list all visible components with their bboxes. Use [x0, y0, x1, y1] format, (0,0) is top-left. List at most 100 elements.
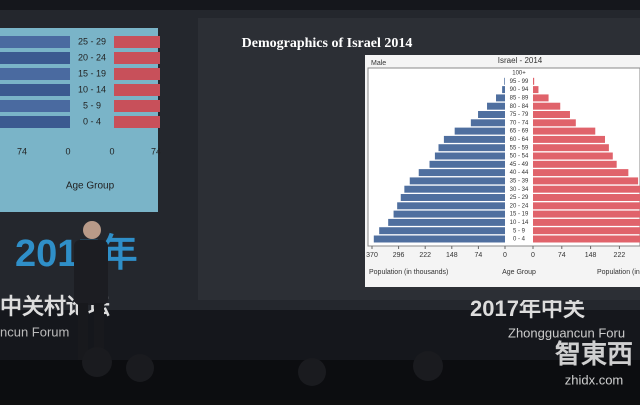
x-axis-label: Population (in thousands)	[597, 269, 640, 276]
center-label: Age Group	[502, 269, 536, 276]
bar-female	[533, 77, 535, 85]
bar-male	[373, 235, 505, 243]
age-label: 50 - 54	[510, 154, 529, 160]
bar-male	[496, 94, 505, 102]
bar-male	[429, 160, 505, 168]
tick-label: 74	[151, 146, 161, 156]
age-label: 70 - 74	[510, 120, 529, 126]
tick-label: 74	[17, 146, 27, 156]
age-label: 55 - 59	[510, 145, 529, 151]
x-tick-label: 148	[585, 252, 597, 259]
bar-female	[533, 227, 640, 235]
bar-female	[533, 102, 561, 110]
x-tick-label: 370	[366, 252, 378, 259]
bar-male	[443, 135, 505, 143]
bar-female	[533, 86, 539, 94]
chart-title: Demographics of Israel 2014	[242, 36, 413, 51]
age-label: 90 - 94	[510, 87, 529, 93]
bar	[0, 68, 70, 80]
age-label: 5 - 9	[513, 228, 526, 234]
bar-male	[438, 144, 505, 152]
bar-male	[434, 152, 505, 160]
bar	[0, 100, 70, 112]
bar-female	[533, 235, 640, 243]
x-tick-label: 74	[558, 252, 566, 259]
bar-female	[533, 111, 570, 118]
bar-male	[397, 202, 505, 210]
bar-male	[388, 218, 505, 226]
bar-female	[533, 127, 596, 135]
age-label: 75 - 79	[510, 112, 529, 118]
left-slide-content: 25 - 29 20 - 24 15 - 19 10 - 14 5 - 9 0 - 4 74…	[0, 36, 161, 192]
x-tick-label: 296	[393, 252, 405, 259]
audience-head	[413, 351, 443, 381]
bar-female	[533, 218, 640, 226]
watermark-url: zhidx.com	[565, 372, 624, 387]
watermark-logo: 智東西	[555, 339, 633, 369]
age-label: 15 - 19	[510, 212, 529, 218]
age-label: 30 - 34	[510, 187, 529, 193]
bar-female	[533, 194, 640, 201]
bar-female	[533, 210, 640, 218]
bar-male	[404, 185, 505, 193]
x-tick-label: 74	[475, 252, 483, 259]
age-label: 10 - 14	[78, 84, 106, 94]
age-label: 25 - 29	[510, 195, 529, 201]
bar-male	[504, 77, 505, 85]
bar-male	[454, 127, 505, 135]
pyramid: 0 - 4 5 - 9 10 - 14 15 - 19 20 - 24 25 - 29 30…	[366, 71, 640, 259]
age-label: 25 - 29	[78, 36, 106, 46]
bar-female	[533, 94, 549, 102]
bar	[114, 68, 160, 80]
age-label: 15 - 19	[78, 68, 106, 78]
age-label: 35 - 39	[510, 178, 529, 184]
bar	[0, 84, 70, 96]
chart-subtitle: Israel - 2014	[498, 56, 543, 65]
audience-head	[298, 358, 326, 386]
bar-female	[533, 135, 605, 143]
bar	[114, 36, 160, 48]
age-label: 60 - 64	[510, 137, 529, 143]
bar-male	[379, 227, 505, 235]
x-axis-label: Population (in thousands)	[369, 269, 448, 276]
bar	[114, 84, 160, 96]
audience-head	[82, 347, 112, 377]
bar-female	[533, 160, 617, 168]
bar	[114, 52, 160, 64]
age-label: 45 - 49	[510, 162, 529, 168]
bar	[0, 116, 70, 128]
bar-male	[470, 119, 505, 127]
bar-female	[533, 119, 576, 127]
age-label: 80 - 84	[510, 104, 529, 110]
bar-male	[418, 169, 505, 177]
age-label: 65 - 69	[510, 129, 529, 135]
bar-female	[533, 202, 640, 210]
age-label: 20 - 24	[510, 203, 529, 209]
axis-label: Age Group	[66, 181, 115, 192]
bar-male	[400, 194, 505, 201]
age-label: 100+	[512, 71, 526, 77]
bar-female	[533, 169, 629, 177]
backdrop-sub: Zhongguancun Foru	[508, 325, 625, 340]
age-label: 5 - 9	[83, 100, 101, 110]
bar	[0, 52, 70, 64]
audience-head	[126, 354, 154, 382]
bar-male	[487, 102, 505, 110]
x-tick-label: 148	[446, 252, 458, 259]
tick-label: 0	[109, 146, 114, 156]
bar	[0, 36, 70, 48]
age-label: 95 - 99	[510, 79, 529, 85]
age-label: 40 - 44	[510, 170, 529, 176]
bar	[114, 116, 160, 128]
age-label: 20 - 24	[78, 52, 106, 62]
x-tick-label: 222	[614, 252, 626, 259]
bar-male	[393, 210, 505, 218]
age-label: 0 - 4	[83, 116, 101, 126]
bar	[114, 100, 160, 112]
x-tick-label: 0	[503, 252, 507, 259]
bar-female	[533, 177, 639, 185]
age-label: 85 - 89	[510, 95, 529, 101]
bar-female	[533, 185, 640, 193]
